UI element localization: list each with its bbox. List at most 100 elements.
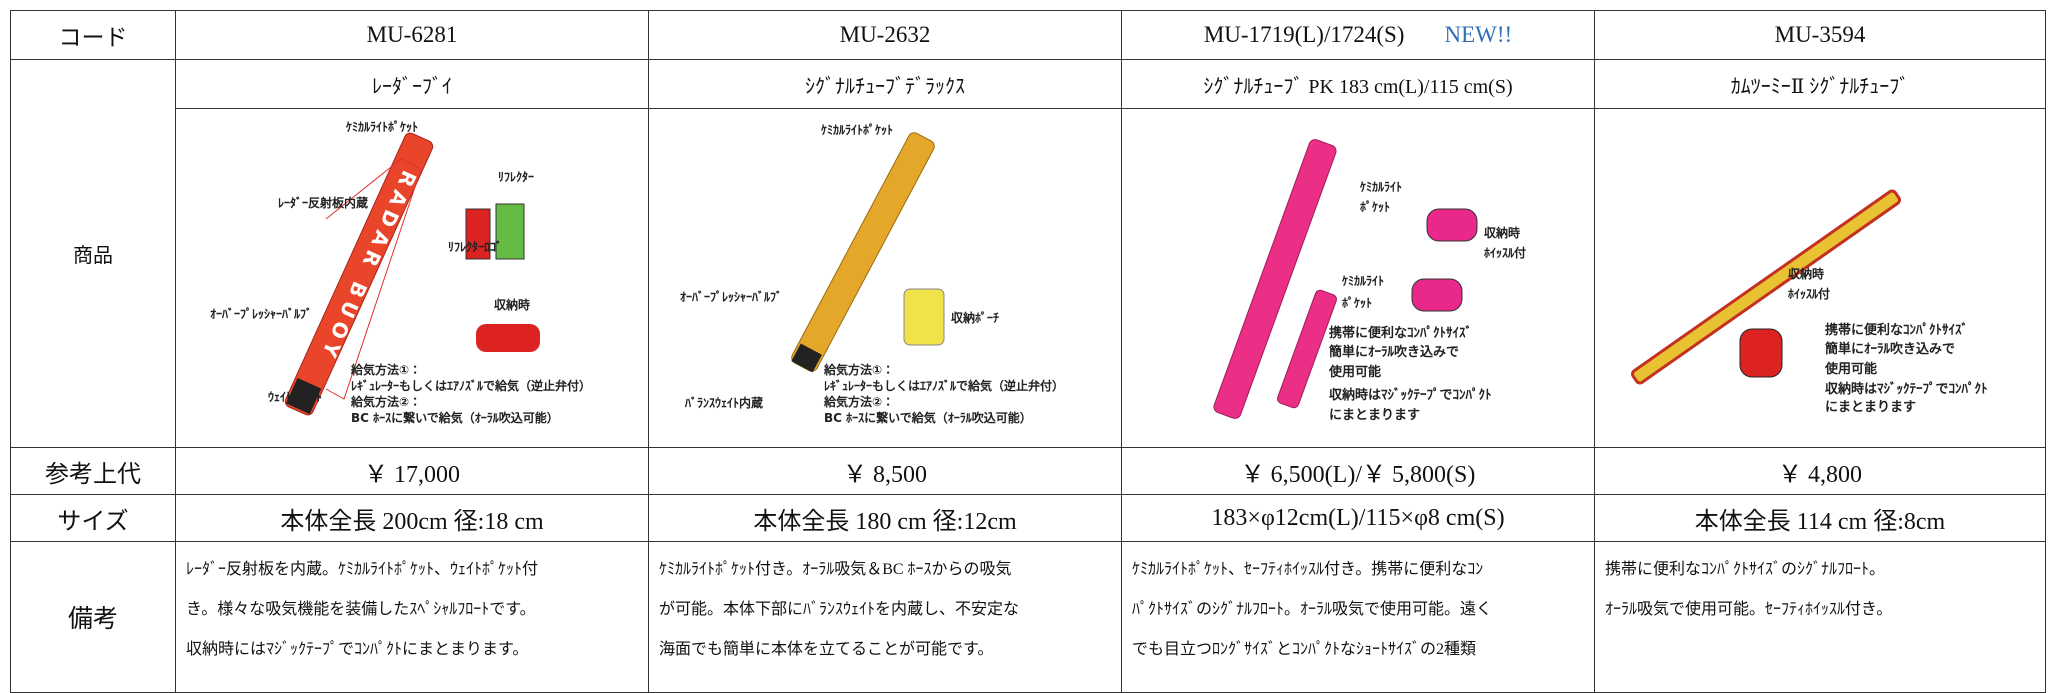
product-name: ｶﾑﾂｰﾐｰⅡ ｼｸﾞﾅﾙﾁｭｰﾌﾞ (1594, 59, 2046, 109)
pouch (903, 288, 945, 346)
image-cell: ｹﾐｶﾙﾗｲﾄﾎﾟｹｯﾄ ｵｰﾊﾞｰﾌﾟﾚｯｼｬｰﾊﾞﾙﾌﾞ 収納ﾎﾟｰﾁ ﾊﾞﾗﾝｽ… (648, 108, 1122, 448)
buoy (1630, 189, 1902, 385)
note-line: ｹﾐｶﾙﾗｲﾄﾎﾟｹｯﾄ、ｾｰﾌﾃｨﾎｲｯｽﾙ付き。携帯に便利なｺﾝ (1132, 561, 1484, 578)
image-label: BC ﾎｰｽに繋いで給気（ｵｰﾗﾙ吹込可能） (824, 410, 1032, 425)
image-label: ｳｪｲﾄﾎﾟｹｯﾄ (268, 389, 322, 404)
image-label: ﾘﾌﾚｸﾀｰﾛｺﾞ (448, 239, 502, 254)
buoy-body (1630, 189, 1902, 385)
pouch (476, 324, 540, 352)
size: 本体全長 114 cm 径:8cm (1594, 494, 2046, 542)
notes: 携帯に便利なｺﾝﾊﾟｸﾄｻｲｽﾞのｼｸﾞﾅﾙﾌﾛｰﾄ。 ｵｰﾗﾙ吸気で使用可能。ｾ… (1594, 541, 2046, 693)
image-label: ﾘﾌﾚｸﾀｰ (498, 169, 534, 184)
price: ￥ 8,500 (648, 447, 1122, 495)
row-header: 参考上代 (10, 447, 176, 495)
image-label: ﾊﾞﾗﾝｽｳｪｲﾄ内蔵 (684, 395, 763, 410)
image-label: にまとまります (1825, 400, 1916, 415)
code: MU-2632 (648, 10, 1122, 60)
price-row: 参考上代 ￥ 17,000 ￥ 8,500 ￥ 6,500(L)/￥ 5,800… (10, 447, 2046, 495)
product-name: ｼｸﾞﾅﾙﾁｭｰﾌﾞﾃﾞﾗｯｸｽ (648, 59, 1122, 109)
image-label: 収納ﾎﾟｰﾁ (951, 310, 999, 325)
product-name: ｼｸﾞﾅﾙﾁｭｰﾌﾞ PK 183 cm(L)/115 cm(S) (1121, 59, 1595, 109)
reflector (465, 208, 491, 260)
note-line: ｵｰﾗﾙ吸気で使用可能。ｾｰﾌﾃｨﾎｲｯｽﾙ付き。 (1605, 601, 1893, 618)
buoy (1277, 289, 1337, 409)
notes: ｹﾐｶﾙﾗｲﾄﾎﾟｹｯﾄ付き。ｵｰﾗﾙ吸気＆BC ﾎｰｽからの吸気 が可能。本体下… (648, 541, 1122, 693)
image-label: 収納時 (494, 297, 530, 312)
image-label: ﾚｰﾀﾞｰ反射板内蔵 (278, 195, 368, 210)
row-header: コード (10, 10, 176, 60)
buoy-body (1277, 289, 1337, 409)
product-image: ｹﾐｶﾙﾗｲﾄﾎﾟｹｯﾄ ﾘﾌﾚｸﾀｰ ﾚｰﾀﾞｰ反射板内蔵 ﾘﾌﾚｸﾀｰﾛｺﾞ 収納時… (210, 119, 591, 425)
reflector (495, 203, 525, 260)
image-label: ｹﾐｶﾙﾗｲﾄﾎﾟｹｯﾄ (821, 122, 893, 137)
image-label: 給気方法②： (350, 394, 421, 409)
pouch (1739, 328, 1783, 378)
product-table: コード MU-6281 MU-2632 MU-1719(L)/1724(S) NE… (10, 10, 2046, 693)
note-line: き。様々な吸気機能を装備したｽﾍﾟｼｬﾙﾌﾛｰﾄです。 (186, 601, 536, 618)
buoy-body (284, 132, 434, 416)
new-badge: NEW!! (1444, 22, 1513, 47)
product-image: ｹﾐｶﾙﾗｲﾄﾎﾟｹｯﾄ ｵｰﾊﾞｰﾌﾟﾚｯｼｬｰﾊﾞﾙﾌﾞ 収納ﾎﾟｰﾁ ﾊﾞﾗﾝｽ… (680, 122, 1064, 425)
image-label: 簡単にｵｰﾗﾙ吹き込みで (1328, 344, 1459, 360)
product-name: ﾚｰﾀﾞｰﾌﾞｲ (175, 59, 649, 109)
buoy (1213, 139, 1337, 419)
notes: ｹﾐｶﾙﾗｲﾄﾎﾟｹｯﾄ、ｾｰﾌﾃｨﾎｲｯｽﾙ付き。携帯に便利なｺﾝ ﾊﾟｸﾄｻｲ… (1121, 541, 1595, 693)
notes-row: 備考 ﾚｰﾀﾞｰ反射板を内蔵。ｹﾐｶﾙﾗｲﾄﾎﾟｹｯﾄ、ｳｪｲﾄﾎﾟｹｯﾄ付 き。… (10, 541, 2046, 693)
image-label: 収納時 (1484, 225, 1520, 240)
image-label: 収納時 (1788, 266, 1824, 281)
image-label: ﾎﾟｹｯﾄ (1360, 199, 1390, 214)
notes: ﾚｰﾀﾞｰ反射板を内蔵。ｹﾐｶﾙﾗｲﾄﾎﾟｹｯﾄ、ｳｪｲﾄﾎﾟｹｯﾄ付 き。様々な… (175, 541, 649, 693)
image-label: 給気方法①： (823, 362, 894, 377)
image-cell: ｹﾐｶﾙﾗｲﾄﾎﾟｹｯﾄ ﾘﾌﾚｸﾀｰ ﾚｰﾀﾞｰ反射板内蔵 ﾘﾌﾚｸﾀｰﾛｺﾞ 収納時… (175, 108, 649, 448)
note-line: ｹﾐｶﾙﾗｲﾄﾎﾟｹｯﾄ付き。ｵｰﾗﾙ吸気＆BC ﾎｰｽからの吸気 (659, 561, 1012, 578)
buoy-valve (286, 377, 322, 415)
note-line: が可能。本体下部にﾊﾞﾗﾝｽｳｪｲﾄを内蔵し、不安定な (659, 601, 1020, 618)
buoy (284, 132, 434, 416)
buoy (791, 132, 935, 373)
note-line: 携帯に便利なｺﾝﾊﾟｸﾄｻｲｽﾞのｼｸﾞﾅﾙﾌﾛｰﾄ。 (1605, 561, 1886, 578)
image-label: ｹﾐｶﾙﾗｲﾄ (1360, 180, 1402, 194)
row-header: 商品 (10, 59, 176, 448)
row-header: 備考 (10, 541, 176, 693)
code-cell: MU-1719(L)/1724(S) NEW!! (1121, 10, 1595, 60)
note-line: ﾚｰﾀﾞｰ反射板を内蔵。ｹﾐｶﾙﾗｲﾄﾎﾟｹｯﾄ、ｳｪｲﾄﾎﾟｹｯﾄ付 (186, 561, 539, 578)
size-row: サイズ 本体全長 200cm 径:18 cm 本体全長 180 cm 径:12c… (10, 494, 2046, 542)
code-row: コード MU-6281 MU-2632 MU-1719(L)/1724(S) NE… (10, 10, 2046, 60)
buoy-valve (791, 343, 822, 373)
image-label: ﾎﾟｹｯﾄ (1342, 295, 1372, 310)
pouch (1411, 278, 1463, 312)
image-label: 使用可能 (1328, 364, 1381, 380)
image-label: ｵｰﾊﾞｰﾌﾟﾚｯｼｬｰﾊﾞﾙﾌﾞ (680, 289, 782, 304)
image-label: 収納時はﾏｼﾞｯｸﾃｰﾌﾟでｺﾝﾊﾟｸﾄ (1329, 387, 1492, 403)
image-label: ﾎｲｯｽﾙ付 (1788, 286, 1830, 301)
pouch (1426, 208, 1478, 242)
size: 本体全長 180 cm 径:12cm (648, 494, 1122, 542)
name-row: 商品 ﾚｰﾀﾞｰﾌﾞｲ ｼｸﾞﾅﾙﾁｭｰﾌﾞﾃﾞﾗｯｸｽ ｼｸﾞﾅﾙﾁｭｰﾌﾞ … (10, 59, 2046, 448)
image-label: 収納時はﾏｼﾞｯｸﾃｰﾌﾟでｺﾝﾊﾟｸﾄ (1825, 381, 1988, 397)
image-label: 携帯に便利なｺﾝﾊﾟｸﾄｻｲｽﾞ (1329, 325, 1472, 341)
image-label: ﾚｷﾞｭﾚｰﾀｰもしくはｴｱﾉｽﾞﾙで給気（逆止弁付） (351, 378, 591, 393)
image-label: ｵｰﾊﾞｰﾌﾟﾚｯｼｬｰﾊﾞﾙﾌﾞ (210, 306, 312, 321)
price: ￥ 4,800 (1594, 447, 2046, 495)
image-cell: 収納時 ﾎｲｯｽﾙ付 携帯に便利なｺﾝﾊﾟｸﾄｻｲｽﾞ 簡単にｵｰﾗﾙ吹き込みで 使用可… (1594, 108, 2046, 448)
note-line: でも目立つﾛﾝｸﾞｻｲｽﾞとｺﾝﾊﾟｸﾄなｼｮｰﾄｻｲｽﾞの2種類 (1132, 641, 1477, 658)
image-label: BC ﾎｰｽに繋いで給気（ｵｰﾗﾙ吹込可能） (351, 410, 559, 425)
image-label: 使用可能 (1824, 361, 1877, 377)
code: MU-1719(L)/1724(S) (1203, 22, 1405, 47)
image-label: にまとまります (1329, 408, 1420, 423)
image-label: ﾚｷﾞｭﾚｰﾀｰもしくはｴｱﾉｽﾞﾙで給気（逆止弁付） (824, 378, 1064, 393)
note-line: 収納時にはﾏｼﾞｯｸﾃｰﾌﾟでｺﾝﾊﾟｸﾄにまとまります。 (186, 641, 529, 658)
note-line: 海面でも簡単に本体を立てることが可能です。 (659, 641, 994, 658)
image-cell: ｹﾐｶﾙﾗｲﾄ ﾎﾟｹｯﾄ 収納時 ﾎｲｯｽﾙ付 ｹﾐｶﾙﾗｲﾄ ﾎﾟｹｯﾄ 携帯に便利なｺ… (1121, 108, 1595, 448)
product-image: ｹﾐｶﾙﾗｲﾄ ﾎﾟｹｯﾄ 収納時 ﾎｲｯｽﾙ付 ｹﾐｶﾙﾗｲﾄ ﾎﾟｹｯﾄ 携帯に便利なｺ… (1213, 139, 1526, 423)
buoy-body (1213, 139, 1337, 419)
image-label: 給気方法①： (350, 362, 421, 377)
image-label: ｹﾐｶﾙﾗｲﾄ (1342, 274, 1384, 288)
image-label: 携帯に便利なｺﾝﾊﾟｸﾄｻｲｽﾞ (1825, 322, 1968, 338)
image-row: ｹﾐｶﾙﾗｲﾄﾎﾟｹｯﾄ ﾘﾌﾚｸﾀｰ ﾚｰﾀﾞｰ反射板内蔵 ﾘﾌﾚｸﾀｰﾛｺﾞ 収納時… (11, 108, 2046, 448)
size: 本体全長 200cm 径:18 cm (175, 494, 649, 542)
image-label: ﾎｲｯｽﾙ付 (1484, 245, 1526, 260)
note-line: ﾊﾟｸﾄｻｲｽﾞのｼｸﾞﾅﾙﾌﾛｰﾄ。ｵｰﾗﾙ吸気で使用可能。遠く (1132, 601, 1493, 618)
